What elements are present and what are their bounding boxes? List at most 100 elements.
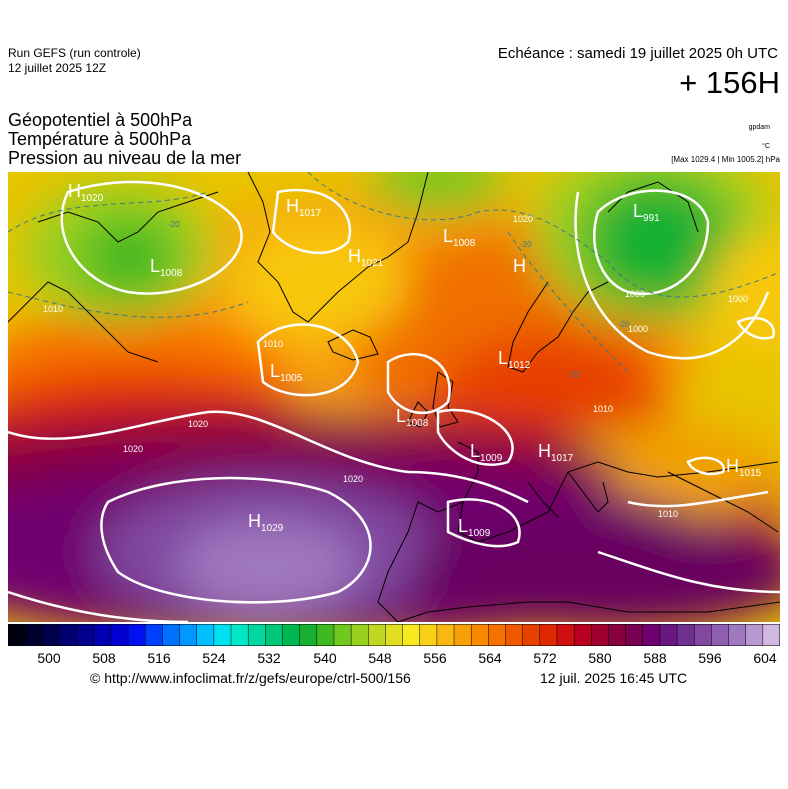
- low-pressure-center: L991: [633, 201, 660, 224]
- color-scale-cell: [693, 624, 713, 646]
- color-scale-cell: [728, 624, 747, 646]
- run-date: 12 juillet 2025 12Z: [8, 61, 107, 75]
- temperature-isotherms: [8, 172, 780, 373]
- low-pressure-center: L1008: [443, 226, 476, 249]
- color-scale-cell: [488, 624, 507, 646]
- color-scale-cell: [179, 624, 198, 646]
- color-scale-cell: [522, 624, 541, 646]
- color-scale-bar: [8, 624, 780, 646]
- color-scale-cell: [24, 624, 44, 646]
- low-pressure-center: L1008: [150, 256, 183, 279]
- isobar-label: 1020: [188, 419, 208, 429]
- high-pressure-center: H1029: [248, 511, 284, 534]
- color-scale-tick-label: 516: [147, 650, 171, 666]
- high-pressure-center: H: [513, 256, 526, 276]
- isobar-label: 1000: [628, 324, 648, 334]
- color-scale-cell: [453, 624, 472, 646]
- color-scale-tick-label: 596: [698, 650, 722, 666]
- run-name: Run GEFS (run controle): [8, 46, 141, 60]
- color-scale-tick-label: 588: [643, 650, 667, 666]
- color-scale-cell: [385, 624, 404, 646]
- coastlines: [8, 172, 780, 622]
- isobar-label: 1000: [728, 294, 748, 304]
- color-scale-cell: [76, 624, 95, 646]
- color-scale-cell: [642, 624, 661, 646]
- lead-time: + 156H: [679, 65, 780, 100]
- color-scale-cell: [745, 624, 764, 646]
- color-scale-cell: [333, 624, 352, 646]
- color-scale-cell: [316, 624, 335, 646]
- isobar-label: 1020: [123, 444, 143, 454]
- color-scale-tick-label: 580: [588, 650, 612, 666]
- low-pressure-center: L1009: [470, 441, 503, 464]
- color-scale-cell: [230, 624, 249, 646]
- unit-gpdam: gpdam: [748, 124, 770, 131]
- isobar-label: 1010: [263, 339, 283, 349]
- color-scale-cell: [93, 624, 112, 646]
- isotherm-label: -20: [568, 370, 580, 379]
- color-scale-tick-label: 500: [37, 650, 61, 666]
- color-scale-cell: [556, 624, 575, 646]
- color-scale-cell: [42, 624, 61, 646]
- isobar-label: 1000: [625, 289, 645, 299]
- param-geopotential: Géopotentiel à 500hPa: [8, 110, 193, 130]
- color-scale-cell: [711, 624, 730, 646]
- color-scale-cell: [162, 624, 181, 646]
- high-pressure-center: H1017: [286, 196, 322, 219]
- color-scale-cell: [196, 624, 215, 646]
- color-scale-tick-label: 540: [313, 650, 337, 666]
- low-pressure-center: L1012: [498, 348, 531, 371]
- color-scale-cell: [539, 624, 558, 646]
- low-pressure-center: L1009: [458, 516, 491, 539]
- color-scale-cell: [419, 624, 438, 646]
- color-scale-tick-label: 524: [202, 650, 226, 666]
- high-pressure-center: H1021: [348, 246, 384, 269]
- isotherm-label: -20: [618, 320, 630, 329]
- color-scale-cell: [265, 624, 284, 646]
- color-scale-cell: [213, 624, 232, 646]
- color-scale-cell: [436, 624, 455, 646]
- color-scale-cell: [573, 624, 593, 646]
- isotherm-label: -20: [168, 220, 180, 229]
- param-mslp: Pression au niveau de la mer: [8, 148, 242, 168]
- color-scale-tick-label: 508: [92, 650, 116, 666]
- color-scale-cell: [59, 624, 78, 646]
- color-scale-cell: [659, 624, 678, 646]
- color-scale-cell: [368, 624, 387, 646]
- pressure-centers: H1020 L1008 H1017 H1021 L1008 H L991 L1005 L1012…: [43, 181, 762, 539]
- high-pressure-center: H1020: [68, 181, 104, 204]
- color-scale-cell: [8, 624, 26, 646]
- pressure-extrema: [Max 1029.4 | Min 1005.2] hPa: [671, 155, 780, 164]
- isotherm-label: -20: [520, 240, 532, 249]
- isobar-label: 1020: [513, 214, 533, 224]
- isobar-label: 1010: [43, 304, 63, 314]
- low-pressure-center: L1005: [270, 361, 303, 384]
- color-scale-tick-label: 532: [257, 650, 281, 666]
- color-scale-tick-label: 548: [368, 650, 392, 666]
- color-scale-cell: [608, 624, 627, 646]
- isobar-label: 1010: [658, 509, 678, 519]
- color-scale-cell: [110, 624, 129, 646]
- color-scale-tick-label: 572: [533, 650, 557, 666]
- high-pressure-center: H1015: [726, 456, 762, 479]
- color-scale-cell: [299, 624, 318, 646]
- color-scale-cell: [505, 624, 524, 646]
- param-temperature: Température à 500hPa: [8, 129, 192, 149]
- geopotential-field: [8, 172, 780, 622]
- isobar-label: 1010: [593, 404, 613, 414]
- source-credit: © http://www.infoclimat.fr/z/gefs/europe…: [90, 670, 411, 686]
- color-scale-cell: [402, 624, 421, 646]
- isobars: [8, 180, 780, 622]
- color-scale-cell: [676, 624, 695, 646]
- color-scale-cell: [470, 624, 490, 646]
- color-scale-cell: [350, 624, 370, 646]
- color-scale-tick-label: 564: [478, 650, 502, 666]
- color-scale-cell: [282, 624, 301, 646]
- color-scale-cell: [247, 624, 267, 646]
- low-pressure-center: L1008: [396, 406, 429, 429]
- color-scale-tick-label: 556: [423, 650, 447, 666]
- isobar-label: 1020: [343, 474, 363, 484]
- validity-time: Echéance : samedi 19 juillet 2025 0h UTC: [497, 45, 778, 62]
- color-scale-cell: [144, 624, 164, 646]
- color-scale-cell: [762, 624, 780, 646]
